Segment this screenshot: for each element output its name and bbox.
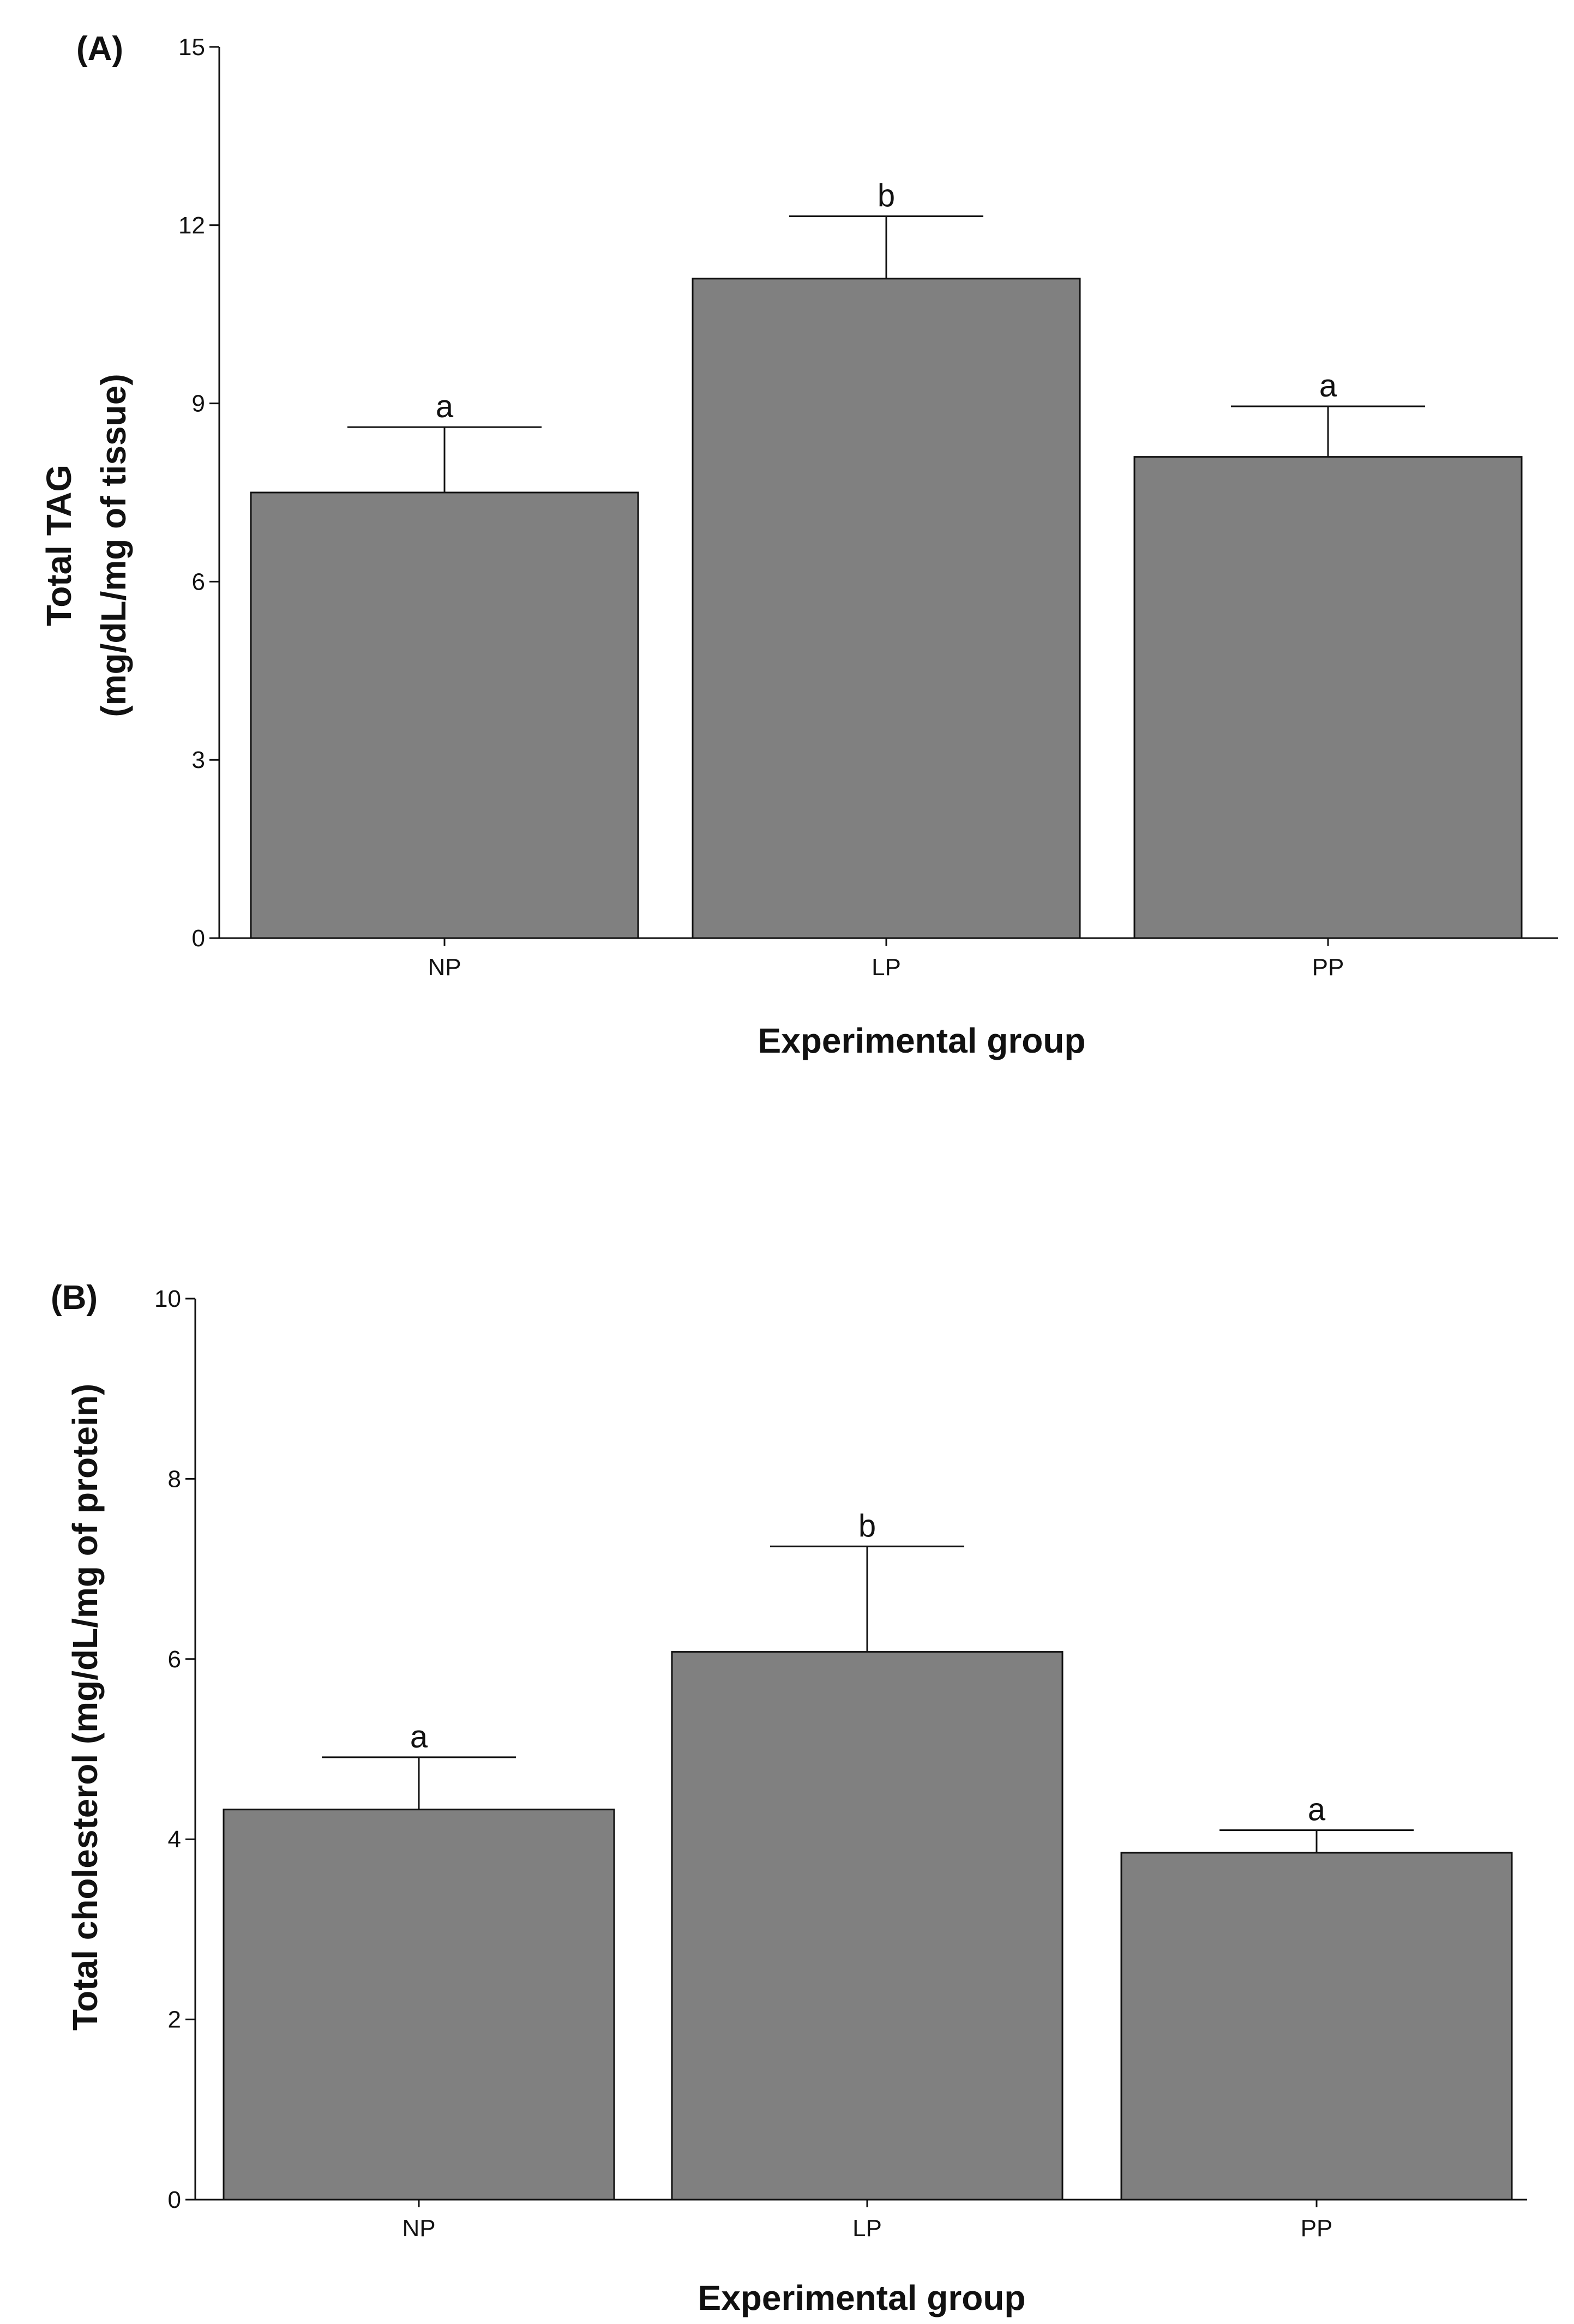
panel-b-category-label-lp: LP [852,2215,882,2242]
panel-b-label: (B) [51,1279,98,1317]
panel-a-y-tick-label-9: 9 [192,391,205,417]
panel-b-y-tick-label-4: 4 [168,1826,181,1853]
panel-b-y-tick-label-10: 10 [154,1286,181,1312]
panel-a-label: (A) [76,30,123,68]
panel-b-y-tick-label-0: 0 [168,2187,181,2213]
panel-b-y-tick-label-6: 6 [168,1646,181,1673]
panel-a-y-tick-label-0: 0 [192,925,205,952]
panel-b-y-tick-label-2: 2 [168,2007,181,2033]
panel-a-category-label-pp: PP [1312,954,1344,981]
panel-a-plot-area: 0 3 6 9 12 15 a NP b LP a PP [178,34,1558,981]
panel-a-bar-pp [1133,456,1523,939]
panel-a-category-label-lp: LP [872,954,901,981]
panel-a-y-tick-label-6: 6 [192,568,205,595]
panel-b-bar-lp [671,1651,1064,2201]
panel-b-x-axis-title: Experimental group [698,2278,1026,2317]
panel-b-y-tick-label-8: 8 [168,1466,181,1492]
panel-b-significance-np: a [410,1719,428,1755]
panel-b-plot-area: 0 2 4 6 8 10 a NP b LP a PP [154,1286,1527,2242]
panel-a-y-axis-title-line2: (mg/dL/mg of tissue) [94,374,133,717]
panel-a-bar-lp [692,278,1081,939]
panel-a-x-axis-title: Experimental group [758,1021,1086,1060]
panel-a-significance-lp: b [878,178,895,213]
panel-b-y-axis-title: Total cholesterol (mg/dL/mg of protein) [65,1384,105,2031]
panel-b-bar-np [223,1809,615,2201]
panel-b-significance-lp: b [858,1508,876,1544]
panel-b-significance-pp: a [1308,1792,1326,1828]
panel-a-y-axis-title-line1: Total TAG [39,465,79,626]
panel-b-category-label-np: NP [402,2215,435,2242]
panel-a-y-tick-label-15: 15 [178,34,205,61]
panel-a-y-tick-label-3: 3 [192,747,205,773]
panel-b-chart: (B) Total cholesterol (mg/dL/mg of prote… [51,1279,1527,2317]
panel-a-bar-np [250,491,639,939]
panel-a-significance-pp: a [1319,368,1337,404]
panel-a-y-tick-label-12: 12 [178,212,205,239]
panel-b-bar-pp [1120,1852,1513,2201]
panel-b-category-label-pp: PP [1301,2215,1333,2242]
panel-a-chart: (A) Total TAG (mg/dL/mg of tissue) Exper… [39,30,1558,1060]
panel-a-category-label-np: NP [428,954,461,981]
panel-a-significance-np: a [436,389,454,424]
